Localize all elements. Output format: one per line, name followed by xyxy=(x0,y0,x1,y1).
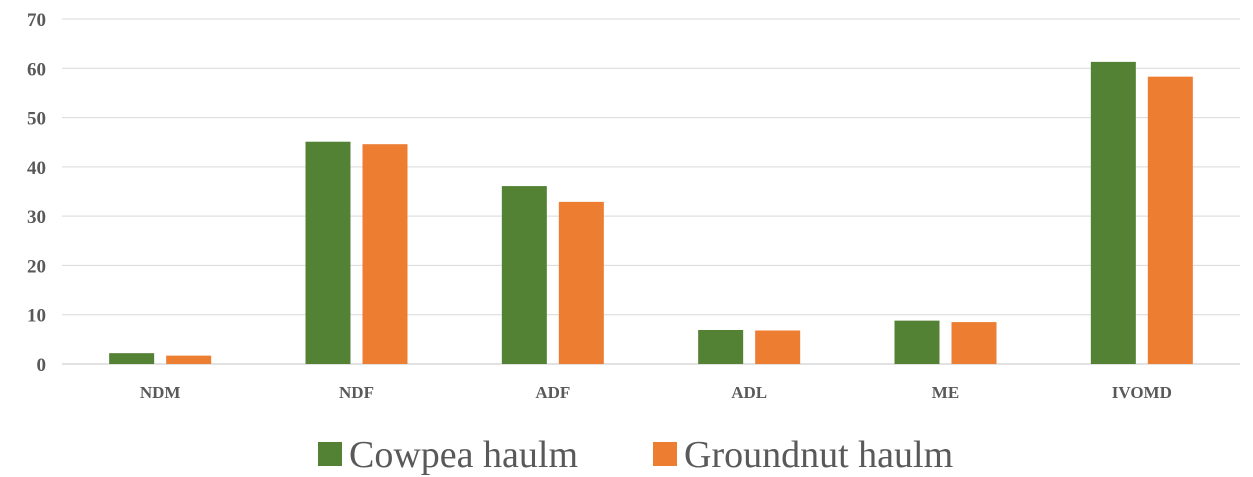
y-axis-tick-labels: 0 10 20 30 40 50 60 70 xyxy=(27,10,46,376)
x-axis-category-labels: NDM NDF ADF ADL ME IVOMD xyxy=(140,383,1172,402)
y-tick-label: 30 xyxy=(27,207,46,228)
x-category-label: ME xyxy=(932,383,959,402)
legend: Cowpea haulm Groundnut haulm xyxy=(318,434,953,476)
bar-ndm-groundnut-haulm xyxy=(166,355,212,364)
bar-ivomd-groundnut-haulm xyxy=(1147,76,1193,365)
bar-me-cowpea-haulm xyxy=(894,320,940,364)
bars xyxy=(109,61,1193,365)
legend-label: Cowpea haulm xyxy=(349,434,578,476)
x-category-label: IVOMD xyxy=(1112,383,1172,402)
bar-ndf-groundnut-haulm xyxy=(362,144,408,364)
x-category-label: ADL xyxy=(731,383,767,402)
legend-label: Groundnut haulm xyxy=(684,434,953,476)
bar-adf-groundnut-haulm xyxy=(558,201,604,364)
bar-me-groundnut-haulm xyxy=(951,322,997,364)
bar-ndm-cowpea-haulm xyxy=(109,353,155,364)
legend-swatch xyxy=(653,442,677,466)
x-category-label: ADF xyxy=(535,383,570,402)
y-tick-label: 50 xyxy=(27,109,46,130)
y-tick-label: 60 xyxy=(27,59,46,80)
bar-ndf-cowpea-haulm xyxy=(305,141,351,364)
bar-adl-groundnut-haulm xyxy=(755,330,801,364)
bar-adf-cowpea-haulm xyxy=(501,186,547,364)
legend-swatch xyxy=(318,442,342,466)
y-tick-label: 70 xyxy=(27,10,46,31)
y-tick-label: 10 xyxy=(27,306,46,327)
x-category-label: NDM xyxy=(140,383,181,402)
y-tick-label: 0 xyxy=(37,355,47,376)
x-category-label: NDF xyxy=(339,383,374,402)
y-tick-label: 20 xyxy=(27,256,46,277)
bar-ivomd-cowpea-haulm xyxy=(1090,61,1136,364)
gridlines xyxy=(62,18,1240,365)
bar-adl-cowpea-haulm xyxy=(698,329,744,364)
y-tick-label: 40 xyxy=(27,158,46,179)
